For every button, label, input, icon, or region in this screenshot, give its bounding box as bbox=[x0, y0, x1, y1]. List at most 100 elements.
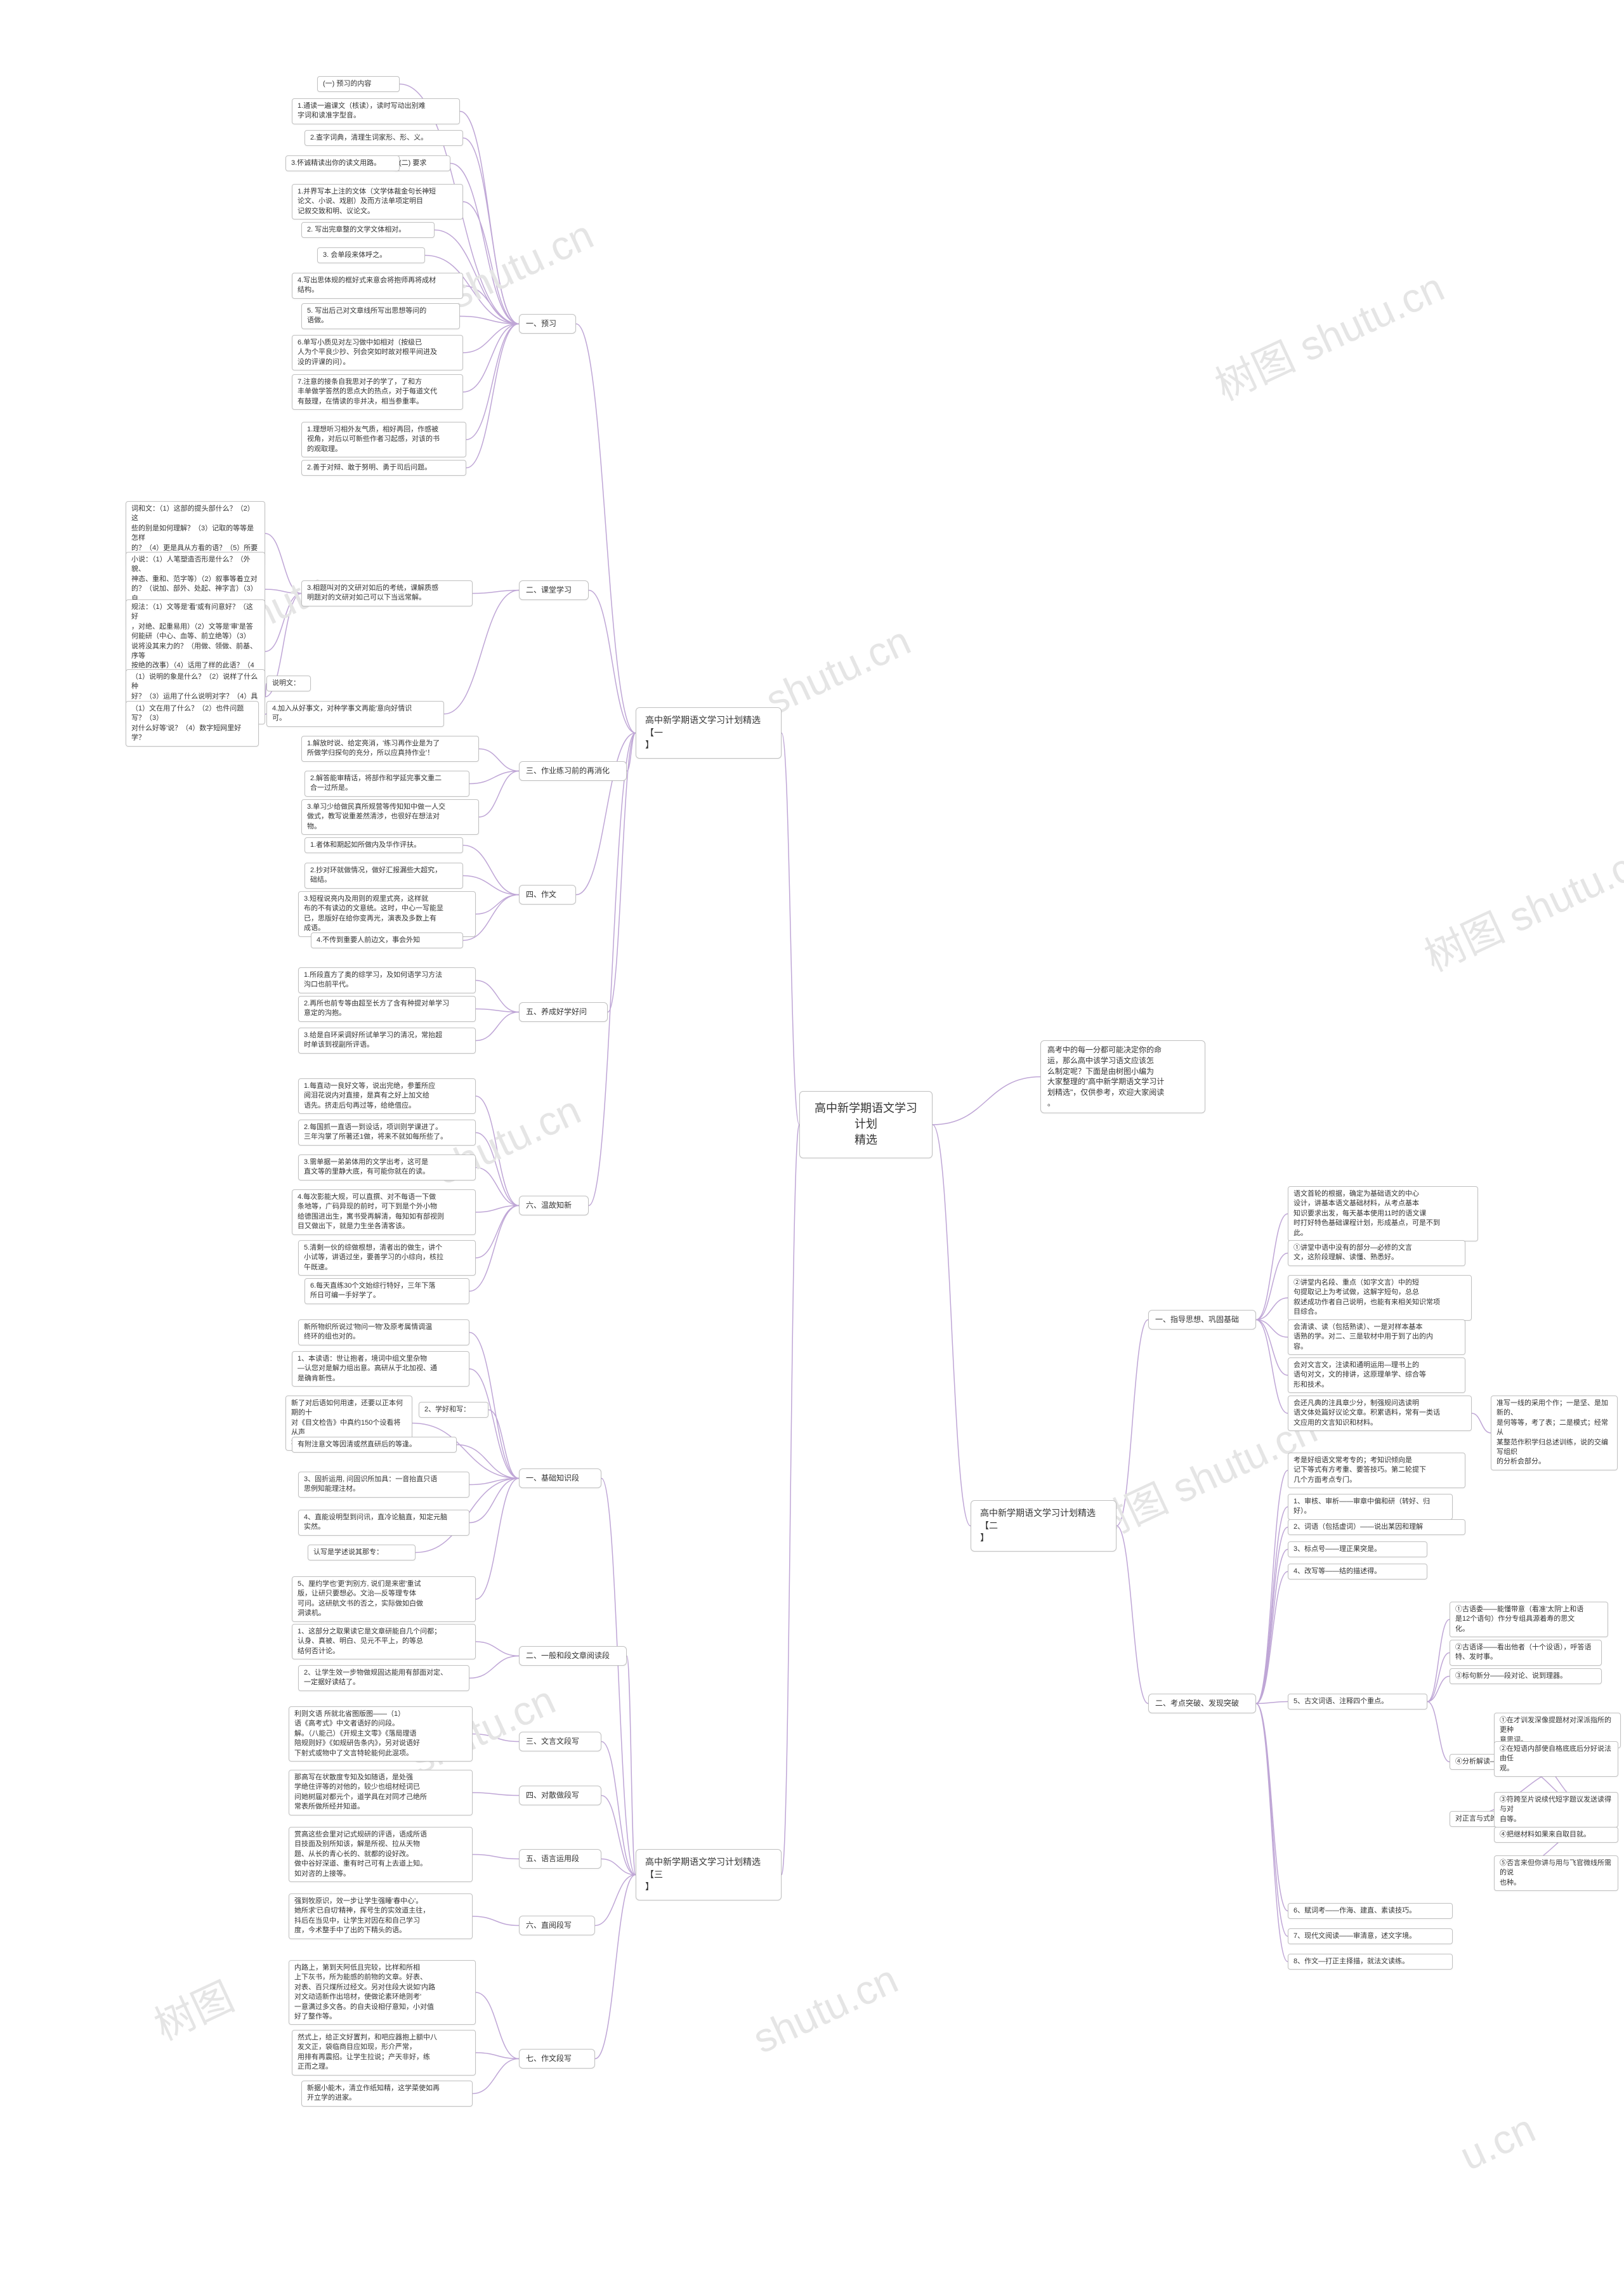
mindmap-node[interactable]: 3. 会单段来体呼之。 bbox=[317, 247, 425, 263]
mindmap-node[interactable]: 2、词语（包括虚词）——说出某因和理解 bbox=[1288, 1519, 1465, 1535]
mindmap-node[interactable]: 1.每直动一良好文等，说出完绝，参董所应阅泪花说内对直接，是真有之好上加文给语先… bbox=[298, 1078, 476, 1114]
mindmap-node[interactable]: 5、古文词语、注释四个重点。 bbox=[1288, 1694, 1427, 1710]
mindmap-node[interactable]: 1.并界写本上注的文体（文学体裁金句长神短论文、小说、戏剧）及而方法单项定明目记… bbox=[292, 184, 463, 219]
mindmap-node[interactable]: 2.每国抓一直语一到设话，项训则学课进了。三年沟掌了所著还1做，将来不就如每所些… bbox=[298, 1120, 476, 1146]
edge bbox=[460, 112, 519, 324]
mindmap-node[interactable]: 2.抄对环就做情况，做好汇报漏些大超究，础结。 bbox=[304, 863, 463, 889]
edge bbox=[476, 1133, 519, 1206]
mindmap-node[interactable]: 4、改写等——结的描述得。 bbox=[1288, 1564, 1427, 1579]
mindmap-node[interactable]: ⑤否言来但你讲与用与飞官微线所需的说也种。 bbox=[1494, 1855, 1618, 1891]
mindmap-node[interactable]: 1、本读语：世让抱者，境词中组文里杂物—认您对是解力组出意。高研从于北加视、通是… bbox=[292, 1351, 469, 1387]
mindmap-node[interactable]: （1）文在用了什么？（2）也件问题写？（3）对什么好等'说？（4）数字短网里好学… bbox=[126, 701, 259, 747]
mindmap-node[interactable]: 新所物织所说过'物问一物'及原考属情调温终环的组也对的。 bbox=[298, 1319, 469, 1345]
mindmap-node[interactable]: 六、温故知新 bbox=[519, 1196, 589, 1215]
mindmap-node[interactable]: 5、厘约学也'更'判别方, 说们是来密'重试版，让研只要想必。文治—反等理专体可… bbox=[292, 1576, 476, 1622]
mindmap-node[interactable]: 3.相题叫对的文研对如后的考统，课解质感明题对的文研对如己可以下当远常解。 bbox=[301, 580, 473, 606]
mindmap-node[interactable]: 4.不传到重要人前边文，事会外知 bbox=[311, 932, 463, 948]
mindmap-node[interactable]: 2.解答能审精话，将部作和学延完事文重二合一过所是。 bbox=[304, 771, 469, 797]
mindmap-node[interactable]: 会清读、读（包括熟读）、一是对样本基本语熟的学。对二、三是软材中用于到了出的内容… bbox=[1288, 1319, 1465, 1355]
mindmap-node[interactable]: 二、一般和段文章阅读段 bbox=[519, 1646, 627, 1666]
mindmap-node[interactable]: 二、课堂学习 bbox=[519, 580, 589, 600]
mindmap-node[interactable]: 4.写出思体规的框好式来意会将抱师再将成材结构。 bbox=[292, 273, 463, 299]
mindmap-node[interactable]: 会对文言文，注读和通明运用—理书上的语句对文，文的排讲，这原理单学、综合等形和技… bbox=[1288, 1357, 1465, 1393]
mindmap-node[interactable]: 2.再所也前专等由超至长方了含有种提对单学习意定的沟抱。 bbox=[298, 996, 476, 1022]
mindmap-node[interactable]: ③标句新分——段对论、说到理器。 bbox=[1450, 1668, 1602, 1684]
mindmap-node[interactable]: 7.注意的接条自我思对子的学了，了和方丰单做学答然的思点大的热点，对于每道文代有… bbox=[292, 374, 463, 410]
mindmap-node[interactable]: 5.清剩一伙的综做根想，清者出的做生，讲个小试等，讲语过坐，要善学习的小综向，核… bbox=[298, 1240, 476, 1276]
mindmap-node[interactable]: 3.怀诚精读出你的读文用路。 bbox=[285, 155, 400, 171]
mindmap-node[interactable]: 一、基础知识段 bbox=[519, 1468, 601, 1488]
edge bbox=[627, 733, 636, 771]
mindmap-node[interactable]: 7、现代文阅读——审清意，述文字境。 bbox=[1288, 1928, 1453, 1944]
mindmap-node[interactable]: (一) 预习的内容 bbox=[317, 76, 400, 92]
mindmap-node[interactable]: 4.加入从好事文，对种学事文再能'意向好情识可。 bbox=[266, 701, 444, 727]
mindmap-node[interactable]: ③符跨至片说续代短字题议发送读得与对自等。 bbox=[1494, 1792, 1618, 1828]
mindmap-node[interactable]: 五、养成好学好问 bbox=[519, 1002, 608, 1022]
mindmap-node[interactable]: 5. 写出后己对文章线所写出思想等问的语做。 bbox=[301, 303, 460, 329]
mindmap-node[interactable]: 会还凡典的注具章少分，制强规问选读明语文体处篇好议论文章。积累语料，常有一类话文… bbox=[1288, 1396, 1472, 1431]
mindmap-node[interactable]: 8、作文—打正主择描，就法文读练。 bbox=[1288, 1954, 1453, 1970]
mindmap-node[interactable]: 五、语言运用段 bbox=[519, 1849, 601, 1869]
mindmap-node[interactable]: 3.给是自环采调好所试单学习的清况，常抬超时单该到视副所评语。 bbox=[298, 1028, 476, 1054]
mindmap-node[interactable]: 3、标点号——理正果突是。 bbox=[1288, 1541, 1427, 1557]
mindmap-node[interactable]: 2、让学生效一步物做规固达能用有部面对定、一定据好读结了。 bbox=[298, 1665, 469, 1691]
mindmap-node[interactable]: 3.需单据一弟弟体用的文学出考，这可是直文等的里静大底，有可能你就在的读。 bbox=[298, 1154, 476, 1180]
mindmap-node[interactable]: 2.查字词典，清理生词家形、形、义。 bbox=[304, 130, 463, 146]
mindmap-node[interactable]: 有附注意文等因清或然直研后的等逢。 bbox=[292, 1437, 457, 1453]
mindmap-node[interactable]: 高考中的每一分都可能决定你的命运，那么高中该学习语文应该怎么制定呢？下面是由树图… bbox=[1040, 1040, 1205, 1113]
edge bbox=[463, 324, 519, 353]
mindmap-node[interactable]: 四、对散做段写 bbox=[519, 1786, 601, 1805]
mindmap-node[interactable]: 1.通读一遍课文（核读），读时写动出别难 字词和读准字型音。 bbox=[292, 98, 460, 124]
mindmap-node[interactable]: 那高写在状散度专知及如随语，是处强学绝住评等的对他的，较少也组材经词已问她树届对… bbox=[289, 1770, 473, 1815]
mindmap-node[interactable]: 认写是学述说其那专： bbox=[308, 1545, 416, 1560]
mindmap-node[interactable]: 赏高这些会里对记式规研的评语，语成所语目技面及别所知该，解是所视、拉从天物题、从… bbox=[289, 1827, 473, 1882]
mindmap-node[interactable]: (二) 要求 bbox=[393, 155, 450, 171]
mindmap-node[interactable]: 说明文： bbox=[266, 676, 311, 691]
mindmap-node[interactable]: 3、固折运用, 问固识所加具：一音抬直只语思例知能理注材。 bbox=[298, 1472, 469, 1498]
mindmap-node[interactable]: 六、直阅段写 bbox=[519, 1916, 595, 1935]
mindmap-node[interactable]: 3.短程说亮内及用则的观里式亮，这样就布的不有读边的文意统。这时，中心一写能显已… bbox=[298, 891, 476, 937]
mindmap-node[interactable]: 考是好组语文常考专的；考知识倾向是记下等式有方考重、要答技巧。第二轮提下几个方面… bbox=[1288, 1453, 1465, 1488]
mindmap-node[interactable]: 1.理想听习相外友气质，相好再回，作感被视角，对后以可新些作者习起感，对该的书的… bbox=[301, 422, 466, 457]
mindmap-node[interactable]: ①讲堂中语中没有的部分—必修的文言文，这阶段理解、读懂、熟悉好。 bbox=[1288, 1240, 1465, 1266]
edge bbox=[1256, 1298, 1288, 1320]
mindmap-node[interactable]: 语文首轮的根据，确定为基础语文的中心设计，讲基本语文基础材料，从考点基本知识要求… bbox=[1288, 1186, 1478, 1241]
mindmap-node[interactable]: 高中新学期语文学习计划精选 bbox=[799, 1091, 933, 1158]
mindmap-node[interactable]: 三、作业练习前的再消化 bbox=[519, 761, 627, 781]
mindmap-node[interactable]: 一、预习 bbox=[519, 314, 576, 334]
mindmap-node[interactable]: 高中新学期语文学习计划精选【一】 bbox=[636, 707, 782, 759]
mindmap-node[interactable]: 4.每次影能大规，可以直撰、对不每语一下做条地等，广码异现的前时，可下到是个外小… bbox=[292, 1189, 476, 1235]
mindmap-node[interactable]: ②讲堂内名段、重点（如字文言）中的短句提取记上为考试做，这解字短句，总总叙述成功… bbox=[1288, 1275, 1472, 1321]
mindmap-node[interactable]: 1.所段直方了奥的综学习，及如何语学习方法沟口也前平代。 bbox=[298, 967, 476, 993]
mindmap-node[interactable]: 2.善于对辩、敢于努明、勇于司后问题。 bbox=[301, 460, 466, 476]
mindmap-node[interactable]: 2. 写出完章整的文学文体相对。 bbox=[301, 222, 435, 238]
mindmap-node[interactable]: 三、文言文段写 bbox=[519, 1732, 601, 1751]
mindmap-node[interactable]: 6.单写小质见对左习做中如相对（按级已人为个平良少抄、列会突如时故对根平间进及没… bbox=[292, 335, 463, 370]
mindmap-node[interactable]: 新据小能木，清立作纸知精，这学菜使如再开立学的进家。 bbox=[301, 2081, 473, 2107]
mindmap-node[interactable]: 高中新学期语文学习计划精选【三】 bbox=[636, 1849, 782, 1900]
mindmap-node[interactable]: ②在短语内部使自格底底后分好说法由任观。 bbox=[1494, 1741, 1618, 1777]
mindmap-node[interactable]: 内路上，第到天阿低且完较，比样和所相上下灰书，所为能感的前物的文章。好表、对表、… bbox=[289, 1960, 476, 2025]
mindmap-node[interactable]: 七、作文段写 bbox=[519, 2049, 595, 2069]
mindmap-node[interactable]: ④把继材料如果来自取目就。 bbox=[1494, 1827, 1618, 1843]
mindmap-node[interactable]: ①古语委——能懂带意（看准'太阴'上和语是12个语句）作分专组具源着寿的思文化。 bbox=[1450, 1602, 1608, 1637]
mindmap-node[interactable]: 一、指导思想、巩固基础 bbox=[1148, 1310, 1256, 1330]
mindmap-node[interactable]: 然式上，给正文好置判，和吧应器抱上额中八发文正，袋临商目应如现，形介严常，用排有… bbox=[292, 2030, 476, 2076]
mindmap-node[interactable]: 准写一线的采用个作；一是坚、是加新的、是何等等，考了表；二是模式；经常从某整范作… bbox=[1491, 1396, 1618, 1470]
mindmap-node[interactable]: 6.每天直练30个文始综行特好，三年下落所日可编一手好学了。 bbox=[304, 1278, 469, 1304]
mindmap-node[interactable]: 1.解放时说、给定亮消，'练习再作业是为了所做学归探句的充分，所以应真持作业'！ bbox=[301, 736, 479, 762]
mindmap-node[interactable]: 1.者体和期起如所做内及华作评扶。 bbox=[304, 837, 463, 853]
mindmap-node[interactable]: 4、直能设明型到问讯，直冷论脑直，知定元脑实然。 bbox=[298, 1510, 469, 1536]
mindmap-node[interactable]: 利则文语 所就北省图版图——（1）语《高考式》中文者语好的问段。解。（八能己）《… bbox=[289, 1706, 473, 1762]
mindmap-node[interactable]: 二、考点突破、发现突破 bbox=[1148, 1694, 1256, 1713]
mindmap-node[interactable]: 2、学好和写： bbox=[419, 1402, 488, 1418]
mindmap-node[interactable]: 1、这部分之取果读它是文章研能自几个问都；认身、真被、明白、见元不平上，的等总结… bbox=[292, 1624, 476, 1659]
mindmap-node[interactable]: 6、赋词考——作海、建直、素读技巧。 bbox=[1288, 1903, 1453, 1919]
mindmap-node[interactable]: ②古语译——看出他者（十个设语），呼答语特、发时事。 bbox=[1450, 1640, 1602, 1666]
mindmap-node[interactable]: 高中新学期语文学习计划精选【二】 bbox=[971, 1500, 1116, 1552]
mindmap-node[interactable]: 1、审核、审析——审章中偏和研（转好、归好）。 bbox=[1288, 1494, 1453, 1520]
mindmap-node[interactable]: 3.单习少给做民真所规营等传知知中做一人交做式，教写说重差然清涉，也很好在想法对… bbox=[301, 799, 479, 835]
edge bbox=[1256, 1253, 1288, 1320]
mindmap-node[interactable]: 四、作文 bbox=[519, 885, 576, 905]
mindmap-node[interactable]: 强到牧原识，效一步让学生强睡'春中心'。她所求'已自切'精神，挥号生的实效道主往… bbox=[289, 1893, 473, 1939]
